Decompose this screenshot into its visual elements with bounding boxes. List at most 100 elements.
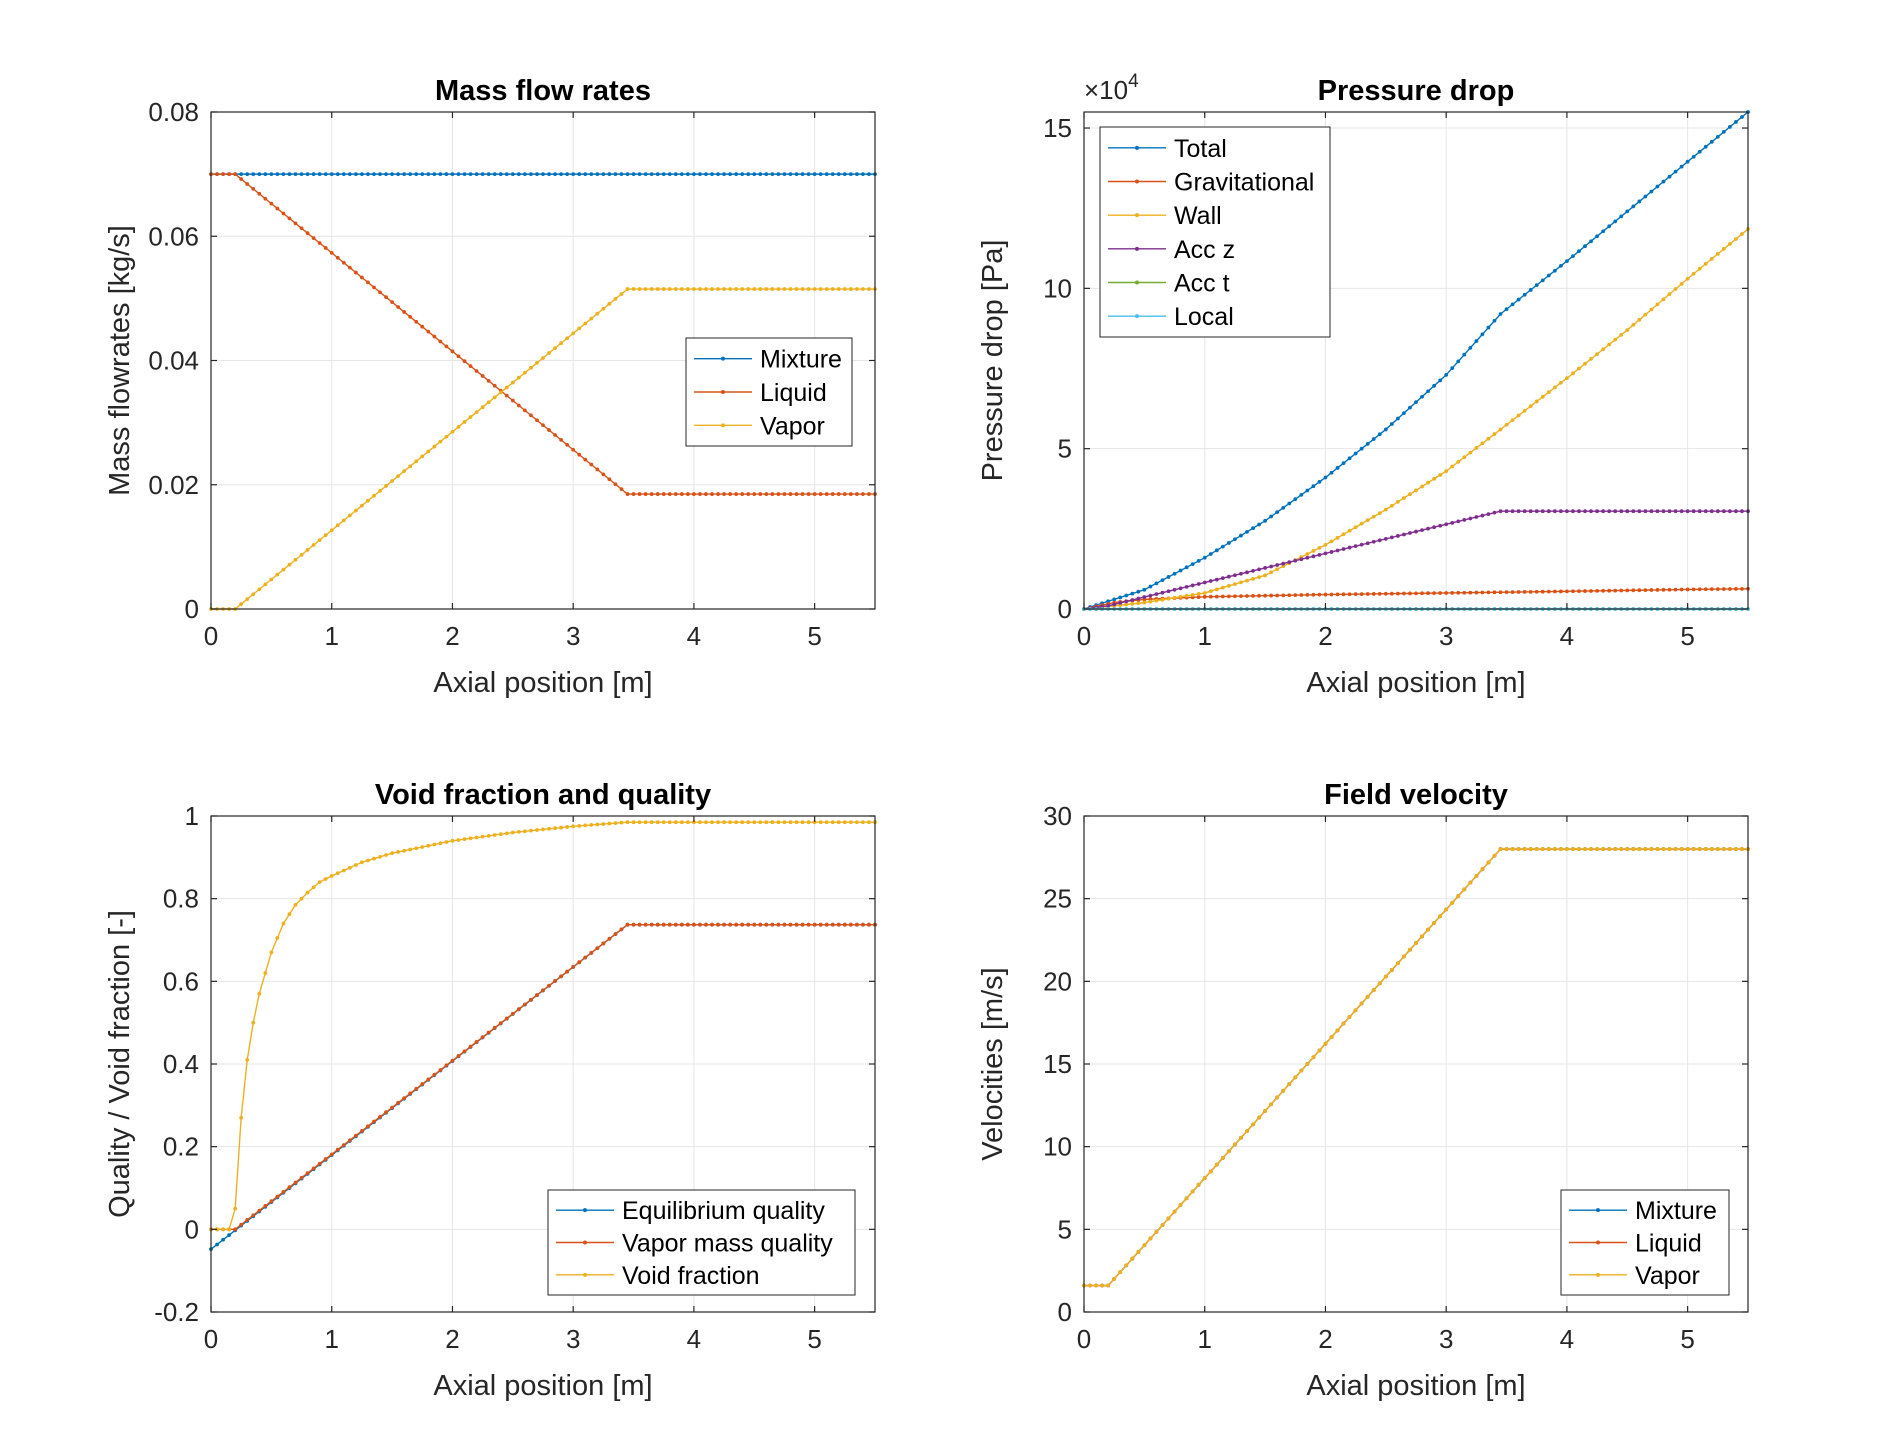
data-point <box>667 492 672 496</box>
data-point <box>1281 561 1286 566</box>
data-point <box>1444 469 1449 474</box>
data-point <box>1202 594 1207 599</box>
data-point <box>414 172 419 177</box>
data-point <box>1643 509 1648 514</box>
data-point <box>565 172 570 177</box>
x-tick-label: 5 <box>1680 621 1694 651</box>
x-tick-label: 2 <box>1318 621 1332 651</box>
data-point <box>384 484 388 488</box>
data-point <box>1438 914 1443 919</box>
y-axis-label: Velocities [m/s] <box>977 967 1009 1160</box>
data-point <box>1305 552 1310 556</box>
data-point <box>583 823 588 828</box>
legend-label: Equilibrium quality <box>622 1197 825 1225</box>
data-point <box>722 492 726 496</box>
data-point <box>1462 518 1467 522</box>
data-point <box>251 186 256 191</box>
data-point <box>788 287 793 291</box>
y-tick-label: 15 <box>1043 1049 1072 1079</box>
data-point <box>1637 588 1642 593</box>
data-point <box>1305 555 1310 560</box>
data-point <box>1516 847 1521 851</box>
data-point <box>824 287 829 291</box>
data-point <box>1245 578 1249 583</box>
data-point <box>450 349 455 354</box>
data-point <box>311 885 316 890</box>
data-point <box>776 287 781 291</box>
data-point <box>1196 595 1201 599</box>
data-point <box>384 1110 388 1115</box>
data-point <box>462 420 467 424</box>
data-point <box>535 172 539 177</box>
data-point <box>480 1035 485 1040</box>
data-point <box>384 853 388 857</box>
data-point <box>806 922 811 927</box>
data-point <box>1697 509 1702 514</box>
data-point <box>1583 244 1587 249</box>
data-point <box>595 822 600 827</box>
x-tick-label: 5 <box>1680 1324 1694 1354</box>
data-point <box>1281 505 1286 510</box>
data-point <box>854 172 859 177</box>
data-point <box>1154 581 1159 586</box>
data-point <box>1528 404 1533 409</box>
data-point <box>1577 366 1581 371</box>
data-point <box>347 513 352 518</box>
data-point <box>1335 592 1340 597</box>
data-point <box>1118 1270 1123 1275</box>
data-point <box>1353 592 1358 597</box>
data-point <box>728 287 733 291</box>
data-point <box>281 172 286 177</box>
data-point <box>1106 1283 1111 1288</box>
y-tick-label: 0 <box>185 594 199 624</box>
data-point <box>649 820 654 825</box>
data-point <box>287 562 292 567</box>
data-point <box>1251 526 1255 531</box>
data-point <box>353 172 358 177</box>
data-point <box>613 932 618 936</box>
data-point <box>1269 564 1274 569</box>
data-point <box>1245 529 1249 534</box>
legend-marker <box>1135 213 1139 218</box>
data-point <box>625 820 630 825</box>
data-point <box>293 221 298 226</box>
data-point <box>1305 1062 1310 1066</box>
data-point <box>402 848 407 853</box>
data-point <box>1498 509 1503 514</box>
data-point <box>1601 588 1606 593</box>
chart-title: Field velocity <box>1324 779 1508 811</box>
data-point <box>1462 590 1467 595</box>
data-point <box>812 820 817 825</box>
data-point <box>305 1171 310 1175</box>
data-point <box>1649 588 1654 592</box>
data-point <box>673 287 678 291</box>
data-point <box>861 922 865 927</box>
data-point <box>408 172 413 177</box>
data-point <box>1709 509 1714 514</box>
data-point <box>1112 1276 1117 1281</box>
data-point <box>1685 276 1690 281</box>
data-point <box>311 543 316 547</box>
data-point <box>1341 547 1346 551</box>
data-point <box>384 172 388 177</box>
data-point <box>1239 580 1243 585</box>
data-point <box>522 1002 527 1007</box>
data-point <box>1226 594 1231 599</box>
data-point <box>1226 541 1231 545</box>
data-point <box>1257 1115 1261 1120</box>
legend-entry: Void fraction <box>556 1262 760 1290</box>
data-point <box>1311 592 1316 597</box>
data-point <box>1245 570 1249 575</box>
legend-entry: Wall <box>1108 202 1222 230</box>
data-point <box>1607 224 1612 229</box>
data-point <box>360 172 364 177</box>
data-point <box>607 821 612 826</box>
legend-marker <box>1596 1240 1600 1245</box>
data-point <box>1480 867 1485 872</box>
data-point <box>848 287 853 291</box>
data-point <box>1293 1075 1298 1080</box>
data-point <box>450 1058 455 1063</box>
data-point <box>1649 307 1654 312</box>
data-point <box>1190 562 1195 567</box>
data-point <box>1685 847 1690 851</box>
